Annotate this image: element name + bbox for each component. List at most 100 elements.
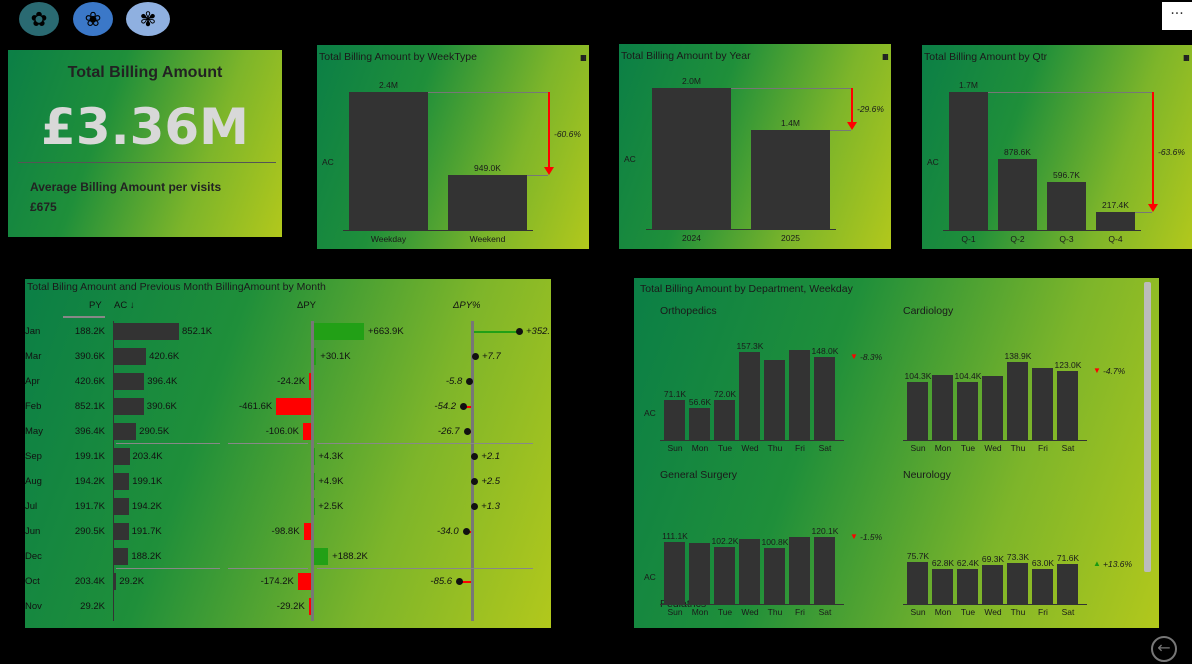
group-separator <box>317 443 533 444</box>
ac-bar[interactable] <box>114 523 129 540</box>
ac-bar[interactable] <box>114 498 129 515</box>
day-label: Wed <box>984 443 1002 453</box>
dept-bar-Sun[interactable] <box>907 381 928 440</box>
dept-bar-Wed[interactable] <box>982 376 1003 440</box>
ac-bar[interactable] <box>114 573 117 590</box>
dept-bar-Mon[interactable] <box>932 375 953 440</box>
dept-variance-label: +13.6% <box>1103 558 1133 569</box>
ac-bar[interactable] <box>114 548 129 565</box>
dept-bar-Thu[interactable] <box>764 359 785 440</box>
scrollbar[interactable] <box>1144 282 1151 572</box>
dept-bar-Fri[interactable] <box>1032 368 1053 440</box>
dept-bar-Sat[interactable] <box>1057 563 1078 604</box>
ac-value: 191.7K <box>131 526 162 537</box>
ac-bar[interactable] <box>114 373 145 390</box>
dpy-negative-bar[interactable] <box>308 598 311 615</box>
ac-bar[interactable] <box>114 348 147 365</box>
x-axis <box>646 229 836 230</box>
dept-bar-Mon[interactable] <box>689 543 710 604</box>
flower-icon-blue[interactable]: ❀ <box>73 2 113 36</box>
dept-variance-label: -1.5% <box>860 531 883 542</box>
dept-bar-Wed[interactable] <box>739 352 760 440</box>
dpy-negative-bar[interactable] <box>297 573 311 590</box>
dept-bar-Sun[interactable] <box>664 400 685 440</box>
py-value: 390.6K <box>74 351 105 362</box>
header-ac[interactable]: AC ↓ <box>114 300 135 311</box>
dept-bar-label: 71.1K <box>663 389 687 400</box>
dept-bar-label: 72.0K <box>713 388 737 399</box>
dept-bar-label: 62.8K <box>931 557 955 568</box>
dept-bar-Thu[interactable] <box>764 547 785 604</box>
ac-bar[interactable] <box>114 448 130 465</box>
dept-bar-Sun[interactable] <box>664 541 685 604</box>
weektype-chart-title: Total Billing Amount by WeekType <box>319 51 477 63</box>
month-table-title: Total Biling Amount and Previous Month B… <box>27 281 326 293</box>
pct-value: +2.1 <box>481 451 501 462</box>
day-label: Thu <box>767 443 783 453</box>
dpy-negative-bar[interactable] <box>303 423 311 440</box>
ac-bar[interactable] <box>114 473 130 490</box>
bar-2025[interactable] <box>751 130 830 229</box>
variance-label: -60.6% <box>554 128 581 139</box>
bar-2024[interactable] <box>652 88 731 229</box>
dept-bar-Fri[interactable] <box>1032 568 1053 604</box>
pct-value: -85.6 <box>430 576 453 587</box>
ac-bar[interactable] <box>114 423 137 440</box>
zebra-logo-icon: ııı <box>1182 51 1190 64</box>
dept-bar-Wed[interactable] <box>739 539 760 604</box>
dept-bar-Fri[interactable] <box>789 536 810 604</box>
dept-bar-label: 100.8K <box>761 536 789 547</box>
dept-x-axis <box>660 440 844 441</box>
dpy-positive-bar[interactable] <box>314 323 364 340</box>
dept-bar-Sat[interactable] <box>814 357 835 440</box>
dept-bar-Sat[interactable] <box>1057 371 1078 440</box>
dept-bar-Wed[interactable] <box>982 565 1003 604</box>
dept-bar-label: 56.6K <box>688 397 712 408</box>
dept-bar-Thu[interactable] <box>1007 563 1028 604</box>
group-separator <box>116 568 220 569</box>
flower-icon-red[interactable]: ✾ <box>126 2 170 36</box>
day-label: Sat <box>818 607 832 617</box>
day-label: Fri <box>1038 607 1048 617</box>
dept-bar-Tue[interactable] <box>957 381 978 440</box>
bar-Q-1[interactable] <box>949 92 988 230</box>
dept-name: Cardiology <box>903 305 954 317</box>
bar-Weekday[interactable] <box>349 92 428 230</box>
category-label: Weekend <box>469 234 506 244</box>
dept-bar-Fri[interactable] <box>789 350 810 440</box>
day-label: Mon <box>934 443 952 453</box>
dpy-negative-bar[interactable] <box>309 373 311 390</box>
dept-bar-Thu[interactable] <box>1007 362 1028 440</box>
pct-value: +1.3 <box>481 501 500 512</box>
py-value: 203.4K <box>74 576 105 587</box>
dept-bar-Sat[interactable] <box>814 536 835 604</box>
dpy-negative-bar[interactable] <box>276 398 311 415</box>
dept-bar-label: 63.0K <box>1031 557 1055 568</box>
dept-bar-Mon[interactable] <box>689 408 710 440</box>
ac-bar[interactable] <box>114 398 144 415</box>
dept-variance-arrow-icon: ▼ <box>1093 366 1101 376</box>
ac-bar[interactable] <box>114 323 179 340</box>
bar-Q-3[interactable] <box>1047 181 1086 230</box>
bar-Q-4[interactable] <box>1096 212 1135 230</box>
day-label: Sat <box>818 443 832 453</box>
dept-bar-Sun[interactable] <box>907 561 928 604</box>
dept-bar-Tue[interactable] <box>957 569 978 604</box>
more-options-button[interactable]: ··· <box>1162 2 1192 30</box>
dpy-negative-bar[interactable] <box>303 523 311 540</box>
bar-Q-2[interactable] <box>998 158 1037 230</box>
dept-bar-Tue[interactable] <box>714 399 735 440</box>
flower-icon-pink[interactable]: ✿ <box>19 2 59 36</box>
back-button-icon[interactable]: ← <box>1151 636 1177 662</box>
dpy-positive-bar[interactable] <box>314 548 329 565</box>
dept-bar-Tue[interactable] <box>714 546 735 604</box>
dpy-positive-bar[interactable] <box>314 348 317 365</box>
pct-value: +7.7 <box>481 351 501 362</box>
dept-bar-Mon[interactable] <box>932 568 953 604</box>
bar-Weekend[interactable] <box>448 175 527 230</box>
variance-arrow-head-icon <box>544 167 554 176</box>
weektype-chart: Total Billing Amount by WeekType ııı AC … <box>317 45 589 249</box>
month-label: Nov <box>25 601 42 612</box>
bar-label: 217.4K <box>1102 200 1129 211</box>
dept-variance-arrow-icon: ▼ <box>850 531 858 541</box>
